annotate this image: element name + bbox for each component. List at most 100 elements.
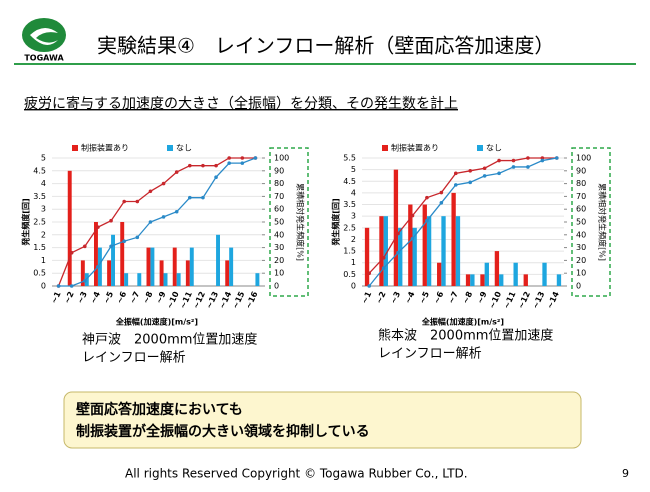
- bar: [422, 204, 427, 286]
- bar: [542, 262, 547, 286]
- slide-subtitle: 疲労に寄与する加速度の大きさ（全振幅）を分類、その発生数を計上: [24, 95, 458, 112]
- line-point: [540, 158, 545, 163]
- y-tick-label: 3: [351, 212, 356, 221]
- line-point: [410, 213, 415, 218]
- y2-tick-label: 60: [274, 205, 284, 214]
- y2-tick-label: 60: [576, 205, 586, 214]
- x-tick-label: ~6: [115, 290, 129, 305]
- y-tick-label: 0.5: [343, 270, 356, 279]
- bar: [484, 262, 489, 286]
- bar: [80, 260, 85, 286]
- y2-tick-label: 0: [576, 282, 581, 291]
- y-tick-label: 4: [41, 179, 46, 188]
- legend-swatch: [167, 145, 173, 151]
- line-point: [540, 156, 545, 160]
- y2-tick-label: 40: [274, 230, 284, 239]
- bar: [189, 247, 194, 286]
- line-point: [188, 163, 192, 168]
- x-tick-label: ~3: [76, 290, 89, 305]
- x-tick-label: ~2: [62, 290, 75, 305]
- y2-axis-label: 累積相対発生頻度[%]: [296, 183, 306, 261]
- chart-caption: 神戸波 2000mm位置加速度: [82, 332, 257, 348]
- y2-tick-label: 10: [274, 269, 284, 278]
- bar: [451, 192, 456, 286]
- line-point: [396, 250, 400, 255]
- bar: [393, 169, 399, 286]
- legend-label: 制振装置あり: [391, 143, 439, 153]
- x-tick-label: ~8: [141, 290, 155, 305]
- line-point: [453, 171, 458, 176]
- line-point: [554, 156, 559, 160]
- bar: [398, 227, 403, 286]
- line-point: [425, 218, 429, 223]
- bar: [146, 247, 151, 286]
- y-tick-label: 5.5: [343, 154, 356, 163]
- line-point: [83, 279, 87, 283]
- x-tick-label: ~7: [447, 290, 460, 305]
- line-point: [367, 271, 372, 276]
- line-point: [482, 174, 487, 178]
- line-point: [497, 158, 501, 163]
- line-point: [69, 284, 74, 288]
- y-tick-label: 2: [351, 235, 356, 244]
- x-tick-label: ~12: [516, 290, 532, 310]
- y2-tick-label: 70: [576, 192, 586, 201]
- bar: [137, 273, 142, 286]
- bar: [255, 273, 260, 286]
- line-point: [214, 175, 218, 179]
- line-point: [367, 284, 372, 288]
- legend-swatch: [477, 145, 483, 151]
- x-tick-label: ~14: [545, 290, 561, 310]
- x-axis-label: 全振幅(加速度)[m/s²]: [421, 317, 504, 327]
- y-tick-label: 4: [351, 188, 356, 197]
- conclusion-box: [63, 391, 582, 449]
- line-point: [188, 195, 192, 200]
- legend-swatch: [72, 145, 78, 151]
- y-tick-label: 0: [41, 282, 46, 291]
- cumulative-line: [57, 157, 256, 287]
- y-tick-label: 4.5: [343, 177, 356, 186]
- line-point: [83, 244, 87, 249]
- bar: [225, 260, 230, 286]
- x-tick-label: ~3: [389, 290, 402, 305]
- x-tick-label: ~6: [432, 290, 446, 305]
- bar: [229, 247, 234, 286]
- y2-axis-box: [571, 147, 611, 297]
- y2-axis-box: [269, 147, 309, 297]
- x-tick-label: ~4: [89, 290, 103, 305]
- line-point: [526, 165, 530, 169]
- line-point: [135, 199, 140, 204]
- y-tick-label: 2: [41, 230, 46, 239]
- y2-tick-label: 50: [274, 218, 284, 227]
- line-point: [214, 163, 218, 168]
- line-point: [201, 163, 205, 168]
- y2-tick-label: 80: [576, 179, 586, 188]
- x-tick-label: ~13: [531, 290, 547, 310]
- y2-tick-label: 90: [274, 166, 284, 175]
- y-tick-label: 1.5: [33, 243, 46, 252]
- chart-caption: レインフロー解析: [82, 351, 186, 366]
- bar: [176, 273, 181, 286]
- y-tick-label: 3.5: [33, 192, 46, 201]
- bar: [437, 262, 442, 286]
- line-point: [161, 181, 166, 186]
- bar: [523, 274, 528, 286]
- line-point: [439, 201, 444, 205]
- bar: [163, 273, 168, 286]
- line-point: [468, 180, 473, 185]
- bar: [455, 216, 461, 286]
- line-point: [174, 209, 179, 214]
- logo-text: TOGAWA: [24, 54, 64, 63]
- line-point: [453, 183, 458, 187]
- y-tick-label: 0: [351, 282, 356, 291]
- x-tick-label: ~8: [461, 290, 475, 305]
- line-point: [240, 156, 245, 160]
- x-tick-label: ~2: [374, 290, 387, 305]
- x-tick-label: ~1: [360, 290, 374, 305]
- bar: [441, 216, 446, 286]
- x-tick-label: ~4: [403, 290, 417, 305]
- y2-tick-label: 70: [274, 192, 284, 201]
- line-point: [122, 239, 126, 243]
- line-point: [482, 166, 487, 171]
